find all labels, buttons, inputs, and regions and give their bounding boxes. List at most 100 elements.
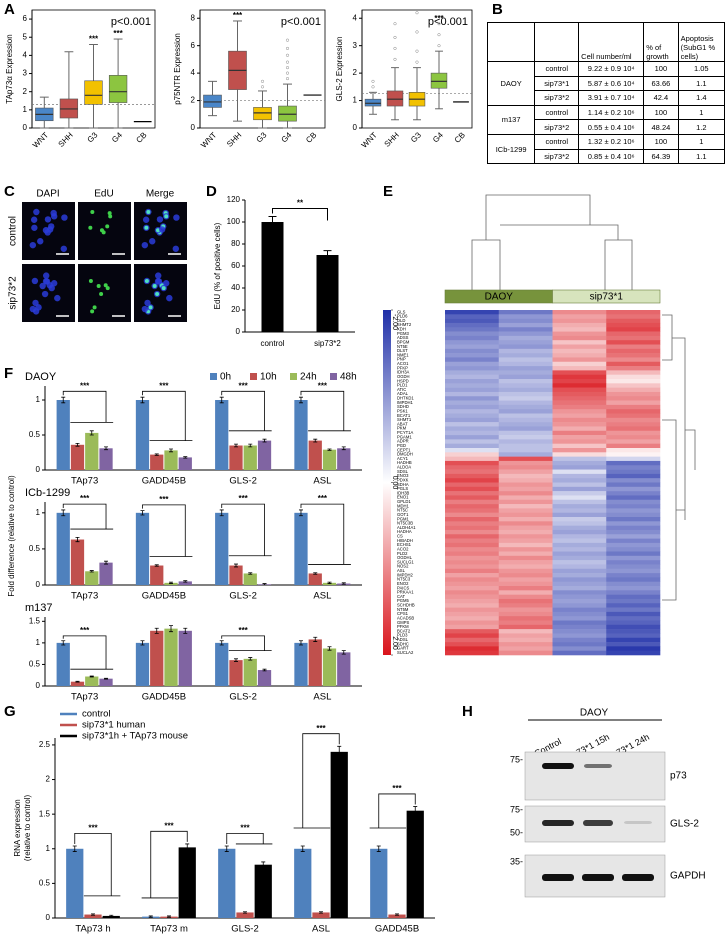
error-bar [104, 446, 109, 451]
panel-label: H [462, 703, 473, 720]
bar [178, 581, 192, 585]
bar [99, 678, 113, 686]
bar [308, 573, 322, 585]
marker-label: 35- [510, 856, 523, 866]
bar [322, 449, 337, 470]
nucleus [144, 299, 151, 307]
heatmap-cell [552, 413, 607, 419]
gene-label: IDH3A [397, 370, 410, 375]
heatmap-cell [445, 650, 500, 656]
significance-bracket [74, 833, 121, 897]
x-tick-label: SHH [383, 130, 401, 148]
bar [294, 400, 308, 470]
box [278, 105, 297, 122]
column-label: EdU [94, 189, 113, 200]
gene-label: IMPDH1 [397, 400, 413, 405]
significance-bracket [221, 390, 272, 432]
heatmap-cell [606, 603, 661, 608]
x-tick-label: SHH [225, 130, 243, 148]
heatmap-cell [445, 512, 500, 518]
heatmap-cell [445, 624, 500, 630]
blot-band [542, 874, 574, 881]
heatmap-cell [606, 495, 661, 501]
heatmap-cell [445, 344, 500, 350]
heatmap-cell [552, 642, 607, 647]
colorbar-label: 0.00 [391, 476, 398, 490]
heatmap-cell [552, 525, 607, 531]
heatmap-cell [606, 340, 661, 345]
heatmap-cell [498, 409, 553, 414]
edu-spot [90, 309, 95, 314]
blot-band [542, 820, 574, 826]
x-tick-label: GLS-2 [229, 692, 256, 703]
error-bar [233, 658, 238, 662]
heatmap-cell [445, 598, 500, 604]
heatmap-cell [498, 335, 553, 341]
heatmap-cell [552, 650, 607, 656]
p-value: p<0.001 [428, 16, 468, 28]
heatmap-cell [445, 577, 500, 582]
error-bar [185, 843, 190, 852]
heatmap-cell [498, 495, 553, 501]
panel-label: G [4, 703, 16, 720]
table-cell: 5.87 ± 0.6 10⁴ [578, 75, 645, 92]
y-axis-label: GLS-2 Expression [335, 37, 344, 102]
y-axis-label: RNA expression [13, 799, 22, 856]
table-cell: sip73*2 [534, 119, 580, 135]
heatmap-cell [445, 387, 500, 393]
table-row: sip73*2 0.85 ± 0.4 10⁶ 64.39 1.1 [488, 148, 725, 165]
significance-bracket [300, 390, 351, 432]
legend-swatch [250, 373, 257, 380]
heatmap-cell [445, 469, 500, 475]
gene-label: PLD2 [397, 551, 408, 556]
gene-label: PFKM [397, 624, 409, 629]
heatmap-cell [552, 422, 607, 427]
x-tick-label: SHH [56, 130, 74, 148]
outlier [393, 46, 397, 50]
bar [178, 630, 192, 686]
y-axis-label: EdU (% of positive cells) [213, 222, 222, 309]
bar [84, 914, 102, 918]
gene-label: SDHD [397, 404, 409, 409]
heatmap-cell [552, 340, 607, 345]
outlier [415, 30, 419, 34]
y-tick-label: 0 [191, 123, 196, 132]
gene-label: NT5C3B [397, 521, 413, 526]
heatmap-cell [498, 391, 553, 397]
heatmap-cell [552, 594, 607, 600]
heatmap-cell [552, 495, 607, 501]
nucleus [35, 304, 42, 311]
legend-label: 0h [220, 372, 231, 383]
heatmap-cell [606, 439, 661, 444]
gene-label: OGDH [397, 374, 410, 379]
y-tick-label: 1 [36, 638, 41, 647]
heatmap-cell [498, 361, 553, 367]
gene-label: HSPD [397, 378, 409, 383]
heatmap-cell [498, 637, 553, 643]
significance: *** [238, 626, 248, 635]
micrograph [78, 264, 131, 322]
table-cell: 63.66 [643, 75, 679, 92]
outlier [285, 66, 290, 70]
x-tick-label: GLS-2 [229, 476, 256, 487]
panel-label: B [492, 1, 503, 18]
heatmap-cell [552, 555, 607, 561]
colorbar-label: -2.00 [391, 314, 398, 330]
error-bar [104, 560, 109, 565]
gene-label: SHMT2 [397, 322, 412, 327]
heatmap-cell [606, 322, 661, 328]
table: Cell number/ml% of growth Apoptosis (SubG… [486, 22, 725, 165]
legend-swatch [290, 373, 297, 380]
heatmap-cell [498, 318, 553, 324]
heatmap-cell [606, 469, 661, 475]
heatmap-cell [606, 624, 661, 630]
error-bar [262, 438, 267, 443]
error-bar [169, 448, 174, 453]
heatmap-cell [552, 607, 607, 613]
edu-spot [90, 210, 95, 215]
box [364, 98, 382, 107]
gene-label: SDHC [397, 641, 409, 646]
edu-spot [103, 283, 108, 288]
heatmap-cell [498, 499, 553, 505]
heatmap-cell [498, 586, 553, 591]
